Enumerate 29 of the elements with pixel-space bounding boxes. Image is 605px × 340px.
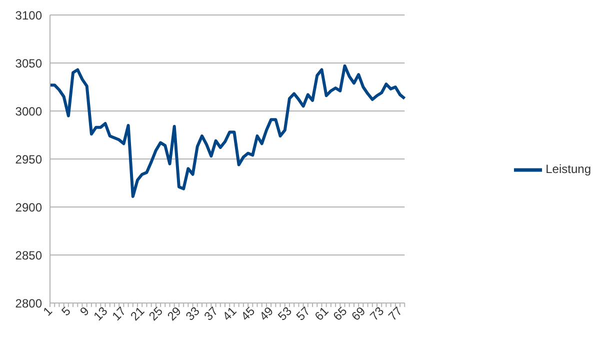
legend-label: Leistung xyxy=(546,162,591,176)
x-tick-label: 69 xyxy=(348,304,368,324)
y-tick-label: 2900 xyxy=(15,200,42,214)
x-tick-label: 65 xyxy=(330,304,350,324)
y-tick-label: 2950 xyxy=(15,152,42,166)
y-tick-label: 2850 xyxy=(15,248,42,262)
x-tick-label: 1 xyxy=(40,304,56,319)
y-tick-label: 3000 xyxy=(15,104,42,118)
line-series xyxy=(48,64,406,198)
x-tick-label: 57 xyxy=(294,304,314,324)
x-tick-label: 33 xyxy=(182,304,203,324)
x-tick-label: 53 xyxy=(275,304,295,324)
x-tick-label: 29 xyxy=(164,304,184,324)
x-tick-label: 25 xyxy=(146,304,166,324)
x-tick-label: 9 xyxy=(77,304,92,319)
x-tick-label: 13 xyxy=(90,304,110,324)
x-tick-label: 73 xyxy=(367,304,387,324)
x-tick-label: 37 xyxy=(201,304,221,324)
x-tick-label: 41 xyxy=(220,304,240,324)
y-tick-label: 3100 xyxy=(15,8,42,22)
x-tick-label: 45 xyxy=(238,304,258,324)
x-tick-label: 49 xyxy=(256,304,276,324)
x-tick-label: 77 xyxy=(386,304,406,324)
x-tick-label: 17 xyxy=(109,304,129,324)
x-tick-label: 5 xyxy=(58,304,74,319)
y-tick-label: 2800 xyxy=(15,296,42,310)
y-tick-label: 3050 xyxy=(15,56,42,70)
x-tick-label: 21 xyxy=(128,304,148,324)
x-tick-label: 61 xyxy=(312,304,332,324)
